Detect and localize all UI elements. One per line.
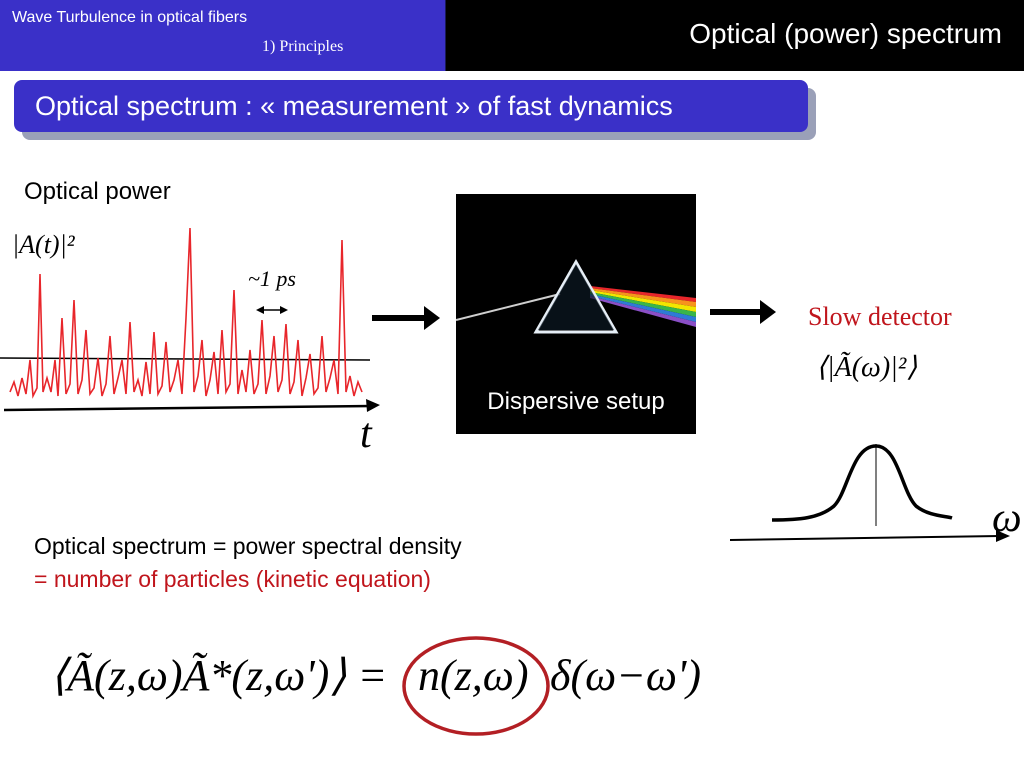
- prism-image: Dispersive setup: [456, 194, 696, 434]
- highlight-circle: [402, 636, 550, 736]
- time-axis-arrowhead: [366, 399, 380, 412]
- spectrum-curve: [771, 444, 953, 522]
- signal-mean-line: [0, 357, 371, 361]
- spectrum-formula: ⟨|Ã(ω)|²⟩: [816, 352, 918, 383]
- banner-text: Optical spectrum : « measurement » of fa…: [35, 91, 673, 121]
- header-left-panel: Wave Turbulence in optical fibers 1) Pri…: [0, 0, 446, 71]
- slide-title: Optical (power) spectrum: [689, 18, 1002, 49]
- equation-lhs: ⟨Ã(z,ω)Ã*(z,ω')⟩ =: [50, 651, 388, 700]
- course-title: Wave Turbulence in optical fibers: [12, 9, 248, 26]
- section-title: 1) Principles: [262, 38, 344, 55]
- equation-highlight: n(z,ω): [418, 651, 529, 700]
- equation-rhs: δ(ω−ω'): [550, 651, 701, 700]
- frequency-axis: [729, 535, 1001, 541]
- banner: Optical spectrum : « measurement » of fa…: [14, 80, 808, 132]
- timescale-arrowhead-left: [256, 306, 264, 314]
- arrow-to-detector-head: [760, 300, 776, 324]
- power-formula: |A(t)|²: [12, 230, 75, 259]
- timescale-arrowhead-right: [280, 306, 288, 314]
- time-axis: [3, 404, 373, 412]
- prism-caption: Dispersive setup: [487, 388, 665, 415]
- optical-power-label: Optical power: [24, 178, 171, 205]
- time-axis-label: t: [360, 411, 372, 457]
- slow-detector-label: Slow detector: [808, 302, 952, 331]
- timescale-label: ~1 ps: [248, 266, 296, 291]
- header-right-panel: Optical (power) spectrum: [446, 0, 1024, 71]
- frequency-axis-arrowhead: [996, 530, 1010, 542]
- arrow-to-setup-head: [424, 306, 440, 330]
- intensity-signal: [9, 227, 363, 399]
- spectrum-definition: Optical spectrum = power spectral densit…: [34, 533, 462, 559]
- particle-number-line: = number of particles (kinetic equation): [34, 566, 431, 592]
